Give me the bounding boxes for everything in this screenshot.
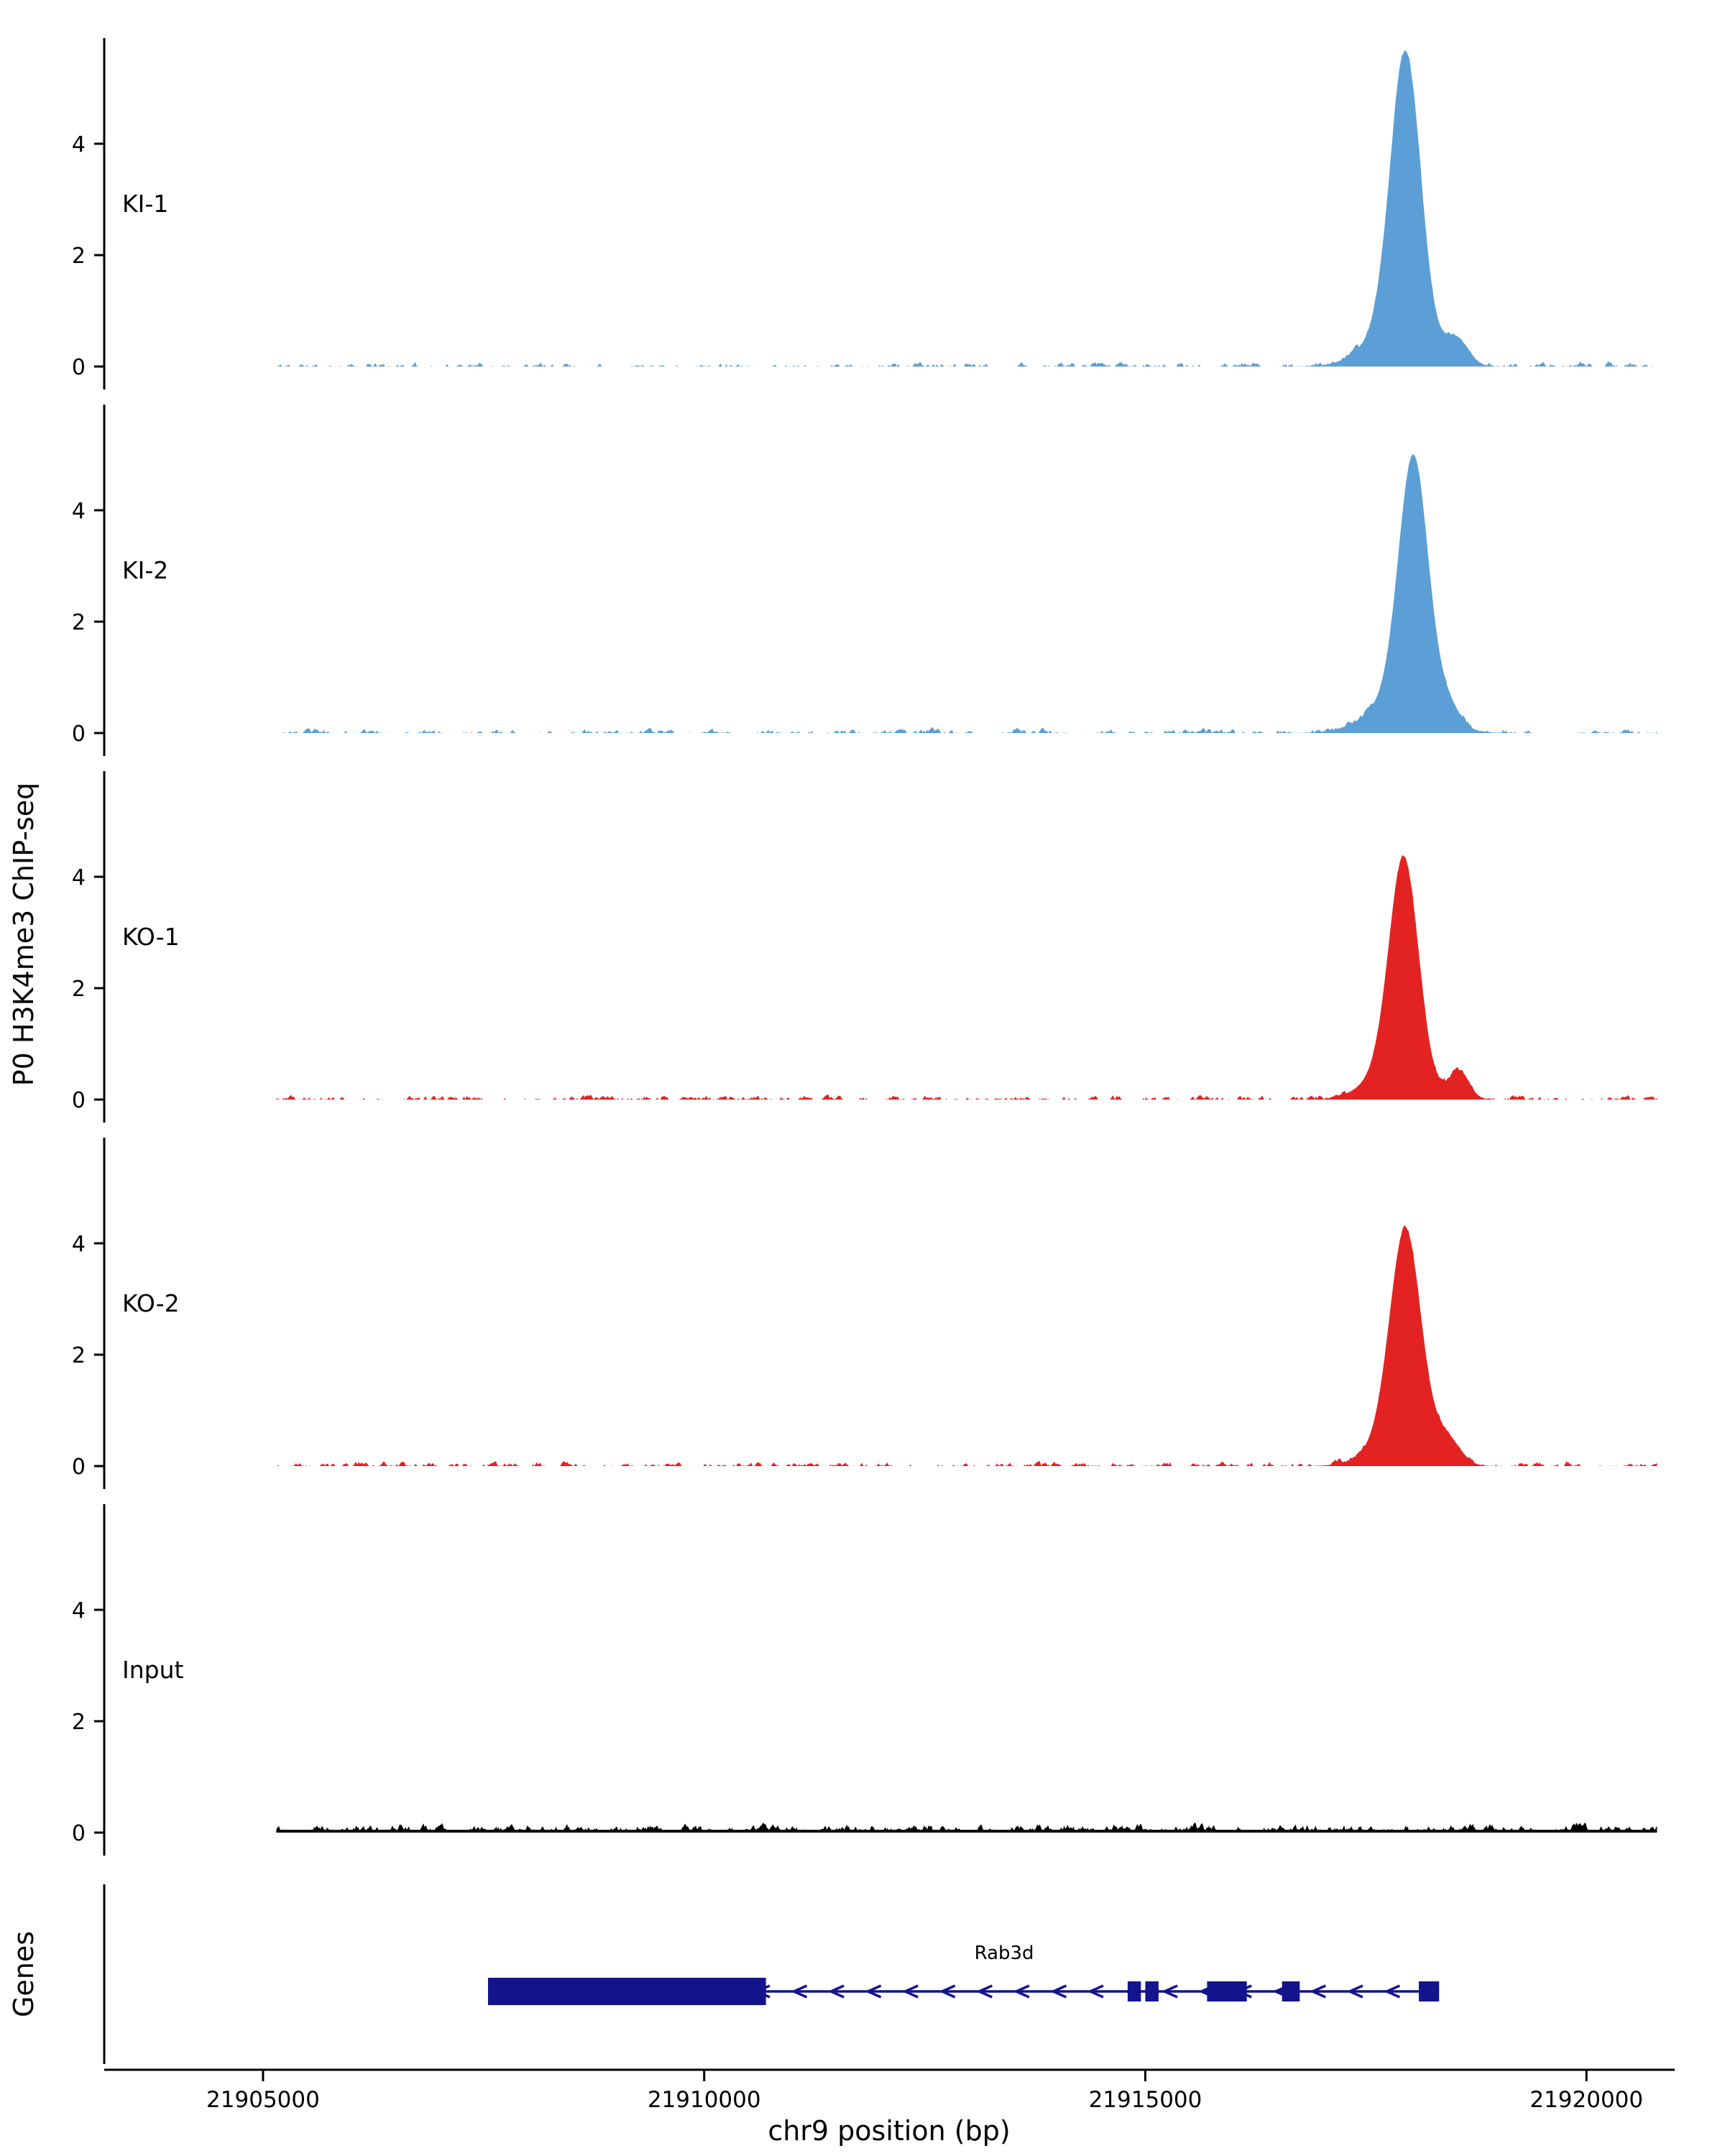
x-tick-label: 21915000 [1089,2087,1202,2113]
tracks-layer: 0 2 4 KI-1 0 2 4 KI-2 0 2 4 KO-1 0 2 4 KO-2 0 2 4 Input Rab3… [72,38,1675,2113]
signal-area-Input [276,1822,1657,1833]
y-tick-label: 0 [72,1088,86,1113]
track-label: KI-2 [122,556,168,584]
x-axis-title: chr9 position (bp) [768,2115,1010,2147]
x-axis: 21905000 21910000 21915000 21920000 [104,2068,1675,2113]
y-tick-label: 2 [72,1343,86,1368]
gene-exon-box [1127,1981,1141,2001]
signal-area-KI-1 [276,50,1657,367]
x-tick-label: 21910000 [648,2087,761,2113]
strand-arrow-icon [827,1984,845,1999]
strand-arrow-icon [791,1984,808,1999]
track-label: Input [122,1656,184,1684]
signal-track-KI-2: 0 2 4 KI-2 [72,405,1657,756]
x-tick-label: 21920000 [1530,2087,1643,2113]
y-tick-label: 2 [72,244,86,269]
strand-arrow-icon [1309,1984,1327,1999]
strand-arrow-icon [1087,1984,1104,1999]
signal-track-Input: 0 2 4 Input [72,1504,1657,1856]
gene-exon-box [1419,1981,1440,2001]
signal-track-KI-1: 0 2 4 KI-1 [72,38,1657,390]
strand-arrow-icon [865,1984,882,1999]
strand-arrow-icon [1013,1984,1030,1999]
signal-area-KI-2 [276,454,1657,733]
y-tick-label: 4 [72,865,86,890]
strand-arrow-icon [1384,1984,1401,1999]
y-tick-label: 0 [72,722,86,747]
genes-track: Rab3d [103,1884,1440,2064]
y-tick-label: 0 [72,1821,86,1846]
gene-exon-box [1207,1981,1247,2001]
y-tick-label: 2 [72,610,86,635]
track-label: KO-1 [122,923,180,951]
track-label: KI-1 [122,190,168,218]
strand-arrow-icon [1161,1984,1178,1999]
signal-track-KO-2: 0 2 4 KO-2 [72,1138,1657,1489]
y-tick-label: 4 [72,1598,86,1623]
signal-track-KO-1: 0 2 4 KO-1 [72,771,1657,1123]
y-axis-title: P0 H3K4me3 ChIP-seq [8,783,40,1087]
y-tick-label: 0 [72,1455,86,1480]
y-tick-label: 2 [72,977,86,1002]
strand-arrow-icon [1050,1984,1067,1999]
gene-label: Rab3d [975,1943,1034,1964]
strand-arrow-icon [901,1984,919,1999]
strand-arrow-icon [1346,1984,1363,1999]
track-label: KO-2 [122,1289,180,1317]
strand-arrow-icon [975,1984,993,1999]
gene-exon-box [1282,1981,1300,2001]
genes-axis-title: Genes [8,1931,40,2017]
strand-arrow-icon [939,1984,956,1999]
signal-area-KO-2 [276,1225,1657,1466]
gene-utr-box [487,1978,766,2005]
y-tick-label: 0 [72,355,86,380]
y-tick-label: 2 [72,1710,86,1735]
y-tick-label: 4 [72,1232,86,1257]
gene-exon-box [1145,1981,1159,2001]
y-tick-label: 4 [72,499,86,524]
x-tick-label: 21905000 [206,2087,320,2113]
signal-area-KO-1 [276,854,1657,1100]
y-tick-label: 4 [72,132,86,157]
